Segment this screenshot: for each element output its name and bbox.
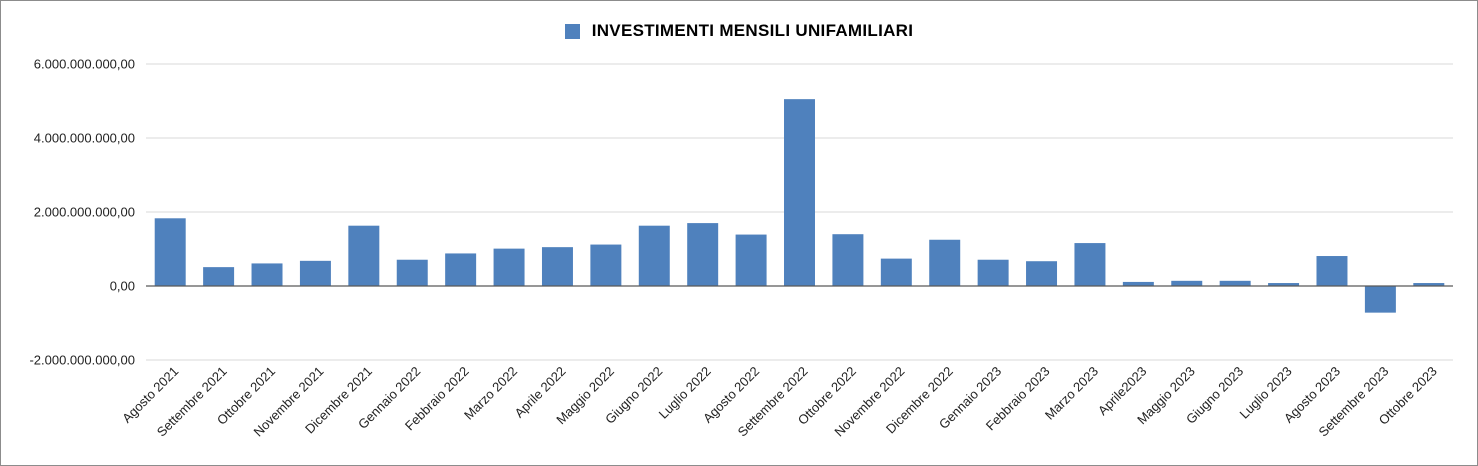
- bar: [541, 247, 573, 286]
- y-tick-label: 4.000.000.000,00: [34, 131, 135, 146]
- y-axis: 6.000.000.000,00 4.000.000.000,00 2.000.00…: [29, 57, 135, 368]
- bar: [251, 263, 283, 286]
- bars: [154, 99, 1445, 313]
- bar: [1413, 283, 1445, 286]
- bar: [1074, 243, 1106, 286]
- y-tick-label: 6.000.000.000,00: [34, 57, 135, 72]
- bar: [396, 259, 428, 286]
- legend: INVESTIMENTI MENSILI UNIFAMILIARI: [1, 21, 1477, 41]
- bar: [1122, 281, 1154, 286]
- bar: [638, 225, 670, 286]
- bar: [784, 99, 815, 287]
- y-tick-label: 0,00: [110, 279, 135, 294]
- bar: [1364, 286, 1396, 313]
- bar: [154, 218, 186, 286]
- bar: [880, 258, 912, 286]
- bar: [832, 234, 864, 286]
- bar: [735, 234, 767, 286]
- bar: [1316, 256, 1348, 286]
- bar: [977, 259, 1009, 286]
- bar: [445, 253, 477, 286]
- y-tick-label: -2.000.000.000,00: [29, 353, 135, 368]
- legend-label: INVESTIMENTI MENSILI UNIFAMILIARI: [591, 21, 914, 40]
- bar: [687, 223, 719, 286]
- bar: [299, 260, 331, 286]
- bar: [348, 225, 380, 286]
- bar: [203, 267, 235, 286]
- bar: [929, 239, 961, 286]
- bar: [1219, 280, 1251, 286]
- legend-swatch: [564, 23, 580, 39]
- bar: [493, 248, 525, 286]
- bar: [1026, 261, 1058, 286]
- y-tick-label: 2.000.000.000,00: [34, 205, 135, 220]
- bar: [590, 244, 622, 286]
- bar: [1171, 280, 1203, 286]
- bar: [1268, 283, 1300, 286]
